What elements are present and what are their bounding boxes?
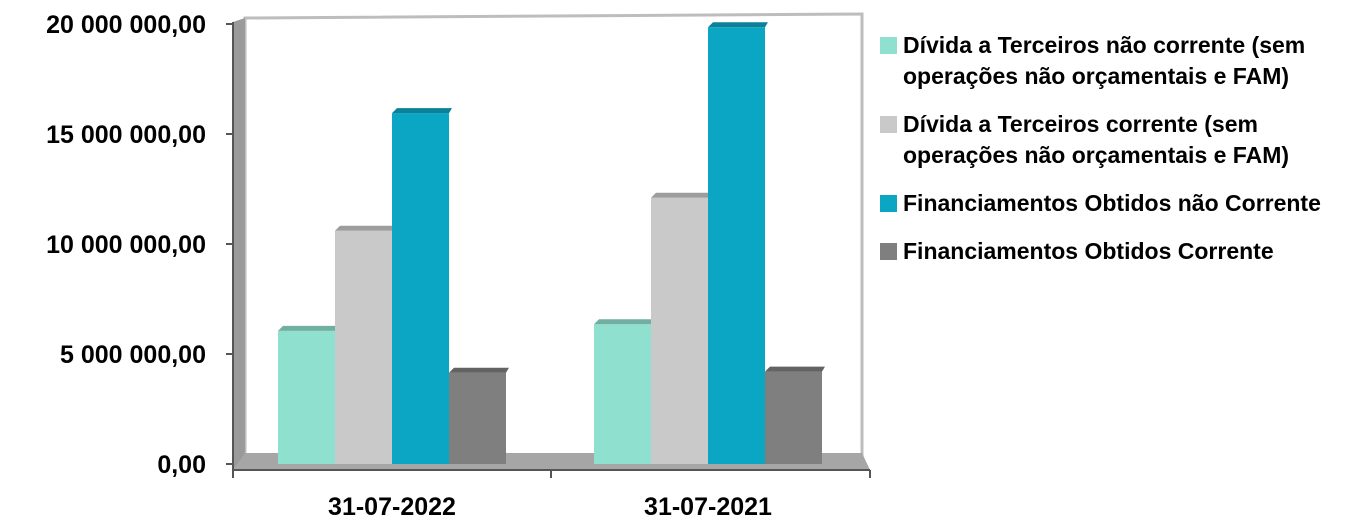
y-tick-label: 0,00 <box>157 451 206 479</box>
bar <box>449 367 509 464</box>
x-tick-label: 31-07-2021 <box>644 493 772 521</box>
bar-front <box>392 113 449 464</box>
x-tick-label: 31-07-2022 <box>328 493 456 521</box>
bar-front <box>651 197 708 465</box>
bar-front <box>708 27 765 465</box>
bar-top <box>651 192 711 198</box>
bar-front <box>594 324 651 464</box>
legend-label: Dívida a Terceiros não corrente (sem ope… <box>903 32 1306 89</box>
legend-swatch <box>880 195 897 212</box>
bar-top <box>765 366 825 372</box>
bar <box>392 108 452 464</box>
legend: Dívida a Terceiros não corrente (sem ope… <box>880 30 1350 284</box>
bar <box>708 22 768 465</box>
legend-label: Dívida a Terceiros corrente (sem operaçõ… <box>903 111 1290 168</box>
legend-label: Financiamentos Obtidos não Corrente <box>903 190 1321 216</box>
legend-swatch <box>880 37 897 54</box>
legend-item: Financiamentos Obtidos não Corrente <box>880 188 1350 219</box>
bars <box>278 22 825 465</box>
legend-label: Financiamentos Obtidos Corrente <box>903 238 1274 264</box>
y-axis-ticks: 0,00 5 000 000,00 10 000 000,00 15 000 000,… <box>46 11 233 479</box>
y-tick-label: 5 000 000,00 <box>60 341 206 369</box>
bar <box>335 225 395 464</box>
bar <box>594 319 654 464</box>
legend-item: Dívida a Terceiros não corrente (sem ope… <box>880 30 1350 92</box>
legend-swatch <box>880 243 897 260</box>
bar-top <box>594 319 654 325</box>
side-wall <box>233 18 245 470</box>
y-tick-label: 20 000 000,00 <box>46 11 206 39</box>
bar <box>765 366 825 464</box>
bar-top <box>278 325 338 331</box>
bar-front <box>335 230 392 464</box>
legend-item: Financiamentos Obtidos Corrente <box>880 236 1350 267</box>
bar-front <box>278 330 335 464</box>
bar <box>278 325 338 464</box>
y-tick-label: 15 000 000,00 <box>46 121 206 149</box>
bar-top <box>335 225 395 231</box>
legend-swatch <box>880 116 897 133</box>
legend-item: Dívida a Terceiros corrente (sem operaçõ… <box>880 109 1350 171</box>
bar <box>651 192 711 465</box>
bar-front <box>449 372 506 464</box>
x-axis-ticks: 31-07-2022 31-07-2021 <box>232 470 871 521</box>
y-tick-label: 10 000 000,00 <box>46 231 206 259</box>
bar-top <box>449 367 509 373</box>
bar-front <box>765 371 822 464</box>
bar-top <box>392 108 452 114</box>
bar-top <box>708 22 768 28</box>
